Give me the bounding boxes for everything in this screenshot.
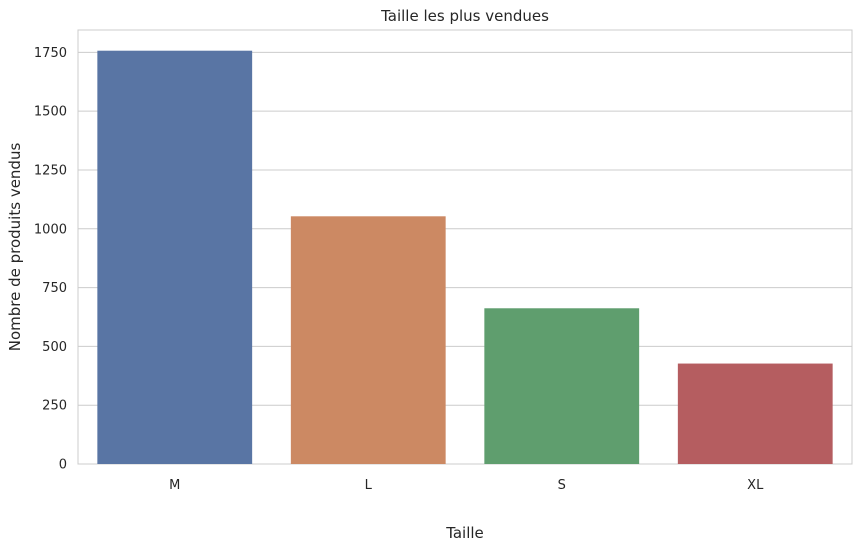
y-tick-label: 1500 — [34, 105, 67, 120]
bar-l — [290, 216, 446, 464]
x-tick-label: S — [558, 478, 566, 493]
bars — [97, 50, 833, 465]
y-tick-label: 1000 — [34, 222, 67, 237]
y-tick-label: 1250 — [34, 163, 67, 178]
y-tick-labels: 0 250 500 750 1000 1250 1500 1750 — [34, 46, 67, 473]
x-tick-label: L — [365, 478, 373, 493]
x-tick-label: XL — [747, 478, 764, 493]
y-tick-label: 500 — [42, 340, 67, 355]
y-tick-label: 1750 — [34, 46, 67, 61]
x-tick-labels: M L S XL — [169, 478, 764, 493]
y-tick-label: 250 — [42, 399, 67, 414]
x-tick-label: M — [169, 478, 180, 493]
bar-s — [484, 308, 640, 464]
y-tick-label: 0 — [59, 458, 67, 473]
x-axis-label: Taille — [445, 524, 484, 542]
y-tick-label: 750 — [42, 281, 67, 296]
bar-xl — [677, 363, 833, 464]
y-axis-label: Nombre de produits vendus — [6, 143, 24, 352]
bar-m — [97, 50, 253, 465]
chart-title: Taille les plus vendues — [380, 7, 549, 25]
